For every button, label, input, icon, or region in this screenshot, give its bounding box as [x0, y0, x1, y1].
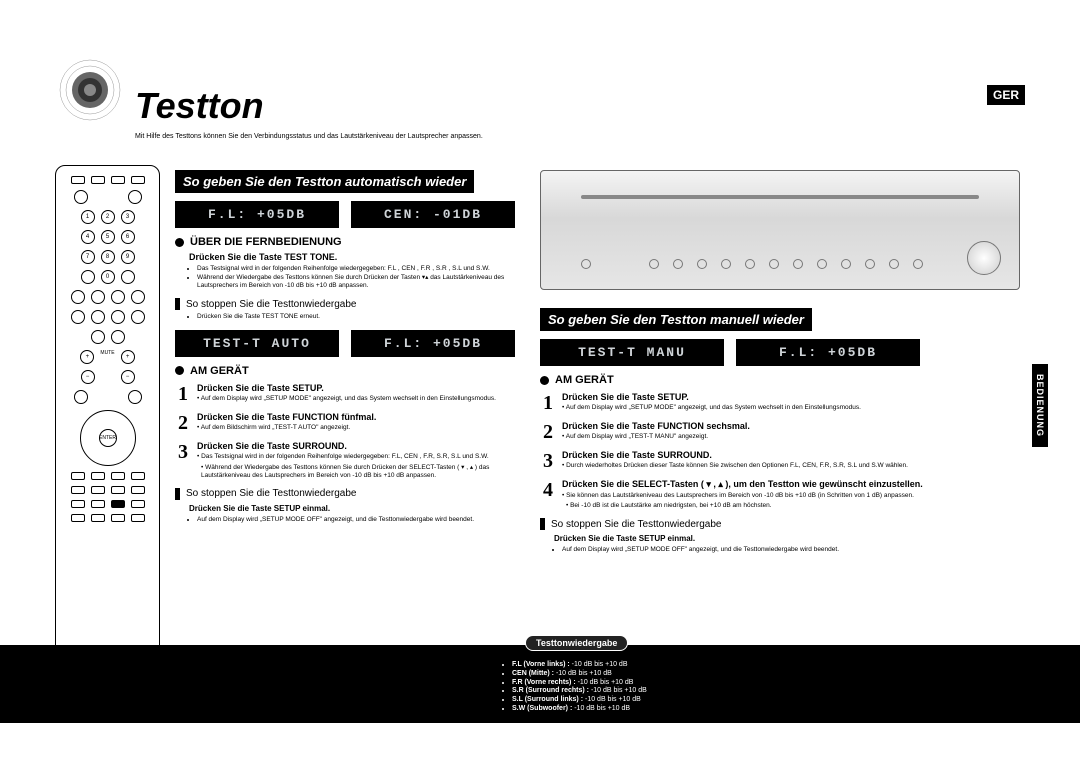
dot-icon [540, 376, 549, 385]
dot-icon [175, 366, 184, 375]
bar-icon [175, 488, 180, 500]
step-desc: Auf dem Display wird „TEST-T MANU" angez… [562, 433, 1025, 441]
page-number-right: 27 [1009, 703, 1025, 719]
step-label: Drücken Sie die SELECT-Tasten ( ▾ , ▴ ),… [562, 479, 1025, 490]
stop2-sub: Drücken Sie die Taste SETUP einmal. [189, 504, 515, 513]
page-number-left: 26 [55, 703, 71, 719]
bullet: Drücken Sie die Taste TEST TONE erneut. [197, 313, 515, 321]
step-label: Drücken Sie die Taste SURROUND. [197, 441, 515, 451]
lcd-display-test-manu: TEST-T MANU [540, 339, 724, 366]
note-item: S.W (Subwoofer) : -10 dB bis +10 dB [512, 705, 647, 714]
step-number: 2 [540, 421, 556, 444]
side-tab: BEDIENUNG [1032, 364, 1048, 447]
lcd-display-cen: CEN: -01DB [351, 201, 515, 228]
note-item: CEN (Mitte) : -10 dB bis +10 dB [512, 670, 647, 679]
left-column: So geben Sie den Testton automatisch wie… [175, 170, 515, 530]
language-badge: GER [987, 85, 1025, 105]
note-list: F.L (Vorne links) : -10 dB bis +10 dBCEN… [500, 661, 647, 714]
step: 1 Drücken Sie die Taste SETUP. Auf dem D… [175, 383, 515, 406]
lcd-display-fl: F.L: +05DB [175, 201, 339, 228]
receiver-illustration [540, 170, 1020, 290]
step-label: Drücken Sie die Taste FUNCTION sechsmal. [562, 421, 1025, 431]
step-desc: Auf dem Display wird „SETUP MODE" angeze… [197, 395, 515, 403]
note-item: F.R (Vorne rechts) : -10 dB bis +10 dB [512, 679, 647, 688]
step4-extra: Bei -10 dB ist die Lautstärke am niedrig… [570, 502, 771, 509]
page-subtitle: Mit Hilfe des Testtons können Sie den Ve… [135, 133, 483, 141]
remote-section-head: ÜBER DIE FERNBEDIENUNG [190, 236, 342, 248]
stop-heading-2: So stoppen Sie die Testtonwiedergabe [186, 488, 357, 499]
note-item: S.L (Surround links) : -10 dB bis +10 dB [512, 696, 647, 705]
step: 1 Drücken Sie die Taste SETUP. Auf dem D… [540, 392, 1025, 415]
step-label: Drücken Sie die Taste SETUP. [562, 392, 1025, 402]
step-desc: Sie können das Lautstärkeniveau des Laut… [562, 492, 1025, 500]
lcd-display-test-auto: TEST-T AUTO [175, 330, 339, 357]
step: 4 Drücken Sie die SELECT-Tasten ( ▾ , ▴ … [540, 479, 1025, 502]
dot-icon [175, 238, 184, 247]
note-pill: Testtonwiedergabe [525, 635, 628, 651]
remote-control-illustration: 123 456 789 0 +MUTE+ −− ENTER [55, 165, 160, 665]
bar-icon [175, 298, 180, 310]
device-section-head-r: AM GERÄT [555, 374, 614, 386]
step: 3 Drücken Sie die Taste SURROUND. Das Te… [175, 441, 515, 464]
step-number: 1 [540, 392, 556, 415]
step: 3 Drücken Sie die Taste SURROUND. Durch … [540, 450, 1025, 473]
right-heading: So geben Sie den Testton manuell wieder [540, 308, 812, 331]
speaker-logo-icon [55, 55, 125, 125]
left-heading: So geben Sie den Testton automatisch wie… [175, 170, 474, 193]
lcd-display-fl3: F.L: +05DB [736, 339, 920, 366]
step-desc: Das Testsignal wird in der folgenden Rei… [197, 453, 515, 461]
stop-heading: So stoppen Sie die Testtonwiedergabe [186, 299, 357, 310]
note-item: F.L (Vorne links) : -10 dB bis +10 dB [512, 661, 647, 670]
bar-icon [540, 518, 545, 530]
lcd-display-fl2: F.L: +05DB [351, 330, 515, 357]
step-desc: Durch wiederholtes Drücken dieser Taste … [562, 462, 1025, 470]
stop-sub-r: Drücken Sie die Taste SETUP einmal. [554, 534, 1025, 543]
bullet: Auf dem Display wird „SETUP MODE OFF" an… [562, 546, 1025, 554]
header: Testton Mit Hilfe des Testtons können Si… [55, 55, 1025, 150]
step-desc: Auf dem Bildschirm wird „TEST-T AUTO" an… [197, 424, 515, 432]
step3-extra: Während der Wiedergabe des Testtons könn… [201, 464, 489, 479]
bullet: Während der Wiedergabe des Testtons könn… [197, 274, 515, 290]
bullet: Auf dem Display wird „SETUP MODE OFF" an… [197, 516, 515, 524]
step-label: Drücken Sie die Taste SURROUND. [562, 450, 1025, 460]
step: 2 Drücken Sie die Taste FUNCTION sechsma… [540, 421, 1025, 444]
stop-heading-r: So stoppen Sie die Testtonwiedergabe [551, 519, 722, 530]
bullet: Das Testsignal wird in der folgenden Rei… [197, 265, 515, 273]
footer-note-tray: Testtonwiedergabe F.L (Vorne links) : -1… [0, 645, 1080, 723]
step-number: 4 [540, 479, 556, 502]
remote-bullets: Das Testsignal wird in der folgenden Rei… [189, 265, 515, 290]
step-label: Drücken Sie die Taste SETUP. [197, 383, 515, 393]
right-column: So geben Sie den Testton manuell wieder … [540, 170, 1025, 560]
note-item: S.R (Surround rechts) : -10 dB bis +10 d… [512, 687, 647, 696]
step-number: 2 [175, 412, 191, 435]
step-desc: Auf dem Display wird „SETUP MODE" angeze… [562, 404, 1025, 412]
step-label: Drücken Sie die Taste FUNCTION fünfmal. [197, 412, 515, 422]
step-number: 1 [175, 383, 191, 406]
page-title: Testton [135, 85, 264, 127]
step-number: 3 [540, 450, 556, 473]
device-section-head: AM GERÄT [190, 365, 249, 377]
step-number: 3 [175, 441, 191, 464]
remote-subhead: Drücken Sie die Taste TEST TONE. [189, 252, 515, 262]
step: 2 Drücken Sie die Taste FUNCTION fünfmal… [175, 412, 515, 435]
